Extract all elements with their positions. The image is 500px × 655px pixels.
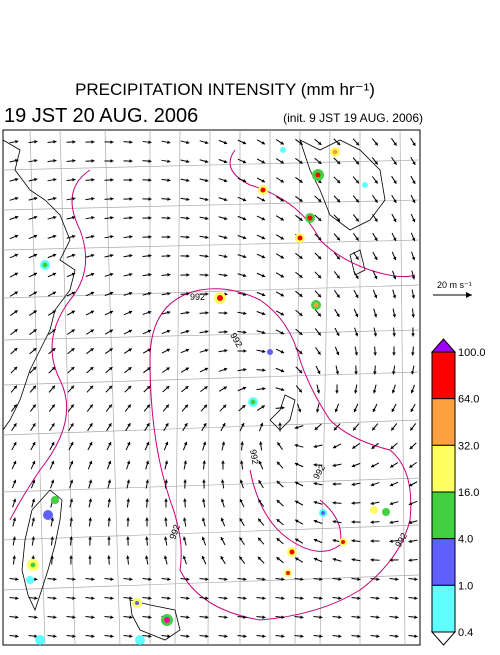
- colorbar-label: 1.0: [458, 580, 473, 592]
- title: PRECIPITATION INTENSITY (mm hr⁻¹): [75, 80, 375, 99]
- colorbar-label: 16.0: [458, 487, 479, 499]
- colorbar-box: [432, 585, 455, 632]
- colorbar-box: [432, 445, 455, 492]
- colorbar-box: [432, 399, 455, 446]
- vector-scale: 20 m s⁻¹: [433, 280, 472, 298]
- map: 992 992 992 992 992 992: [3, 130, 420, 645]
- vector-scale-label: 20 m s⁻¹: [437, 280, 472, 290]
- colorbar-label: 0.4: [458, 627, 473, 639]
- colorbar-box: [432, 352, 455, 399]
- contour-label: 992: [190, 292, 205, 302]
- valid-time: 19 JST 20 AUG. 2006: [4, 105, 198, 127]
- colorbar-over: [432, 339, 455, 352]
- map-frame: [3, 130, 420, 645]
- colorbar-label: 4.0: [458, 534, 473, 546]
- colorbar-label: 32.0: [458, 440, 479, 452]
- colorbar-label: 100.0: [458, 347, 486, 359]
- colorbar-box: [432, 492, 455, 539]
- colorbar-box: [432, 539, 455, 586]
- colorbar: 100.0 64.0 32.0 16.0 4.0 1.0 0.4: [432, 339, 486, 645]
- colorbar-label: 64.0: [458, 394, 479, 406]
- colorbar-under: [432, 632, 455, 645]
- init-time: (init. 9 JST 19 AUG. 2006): [283, 111, 423, 125]
